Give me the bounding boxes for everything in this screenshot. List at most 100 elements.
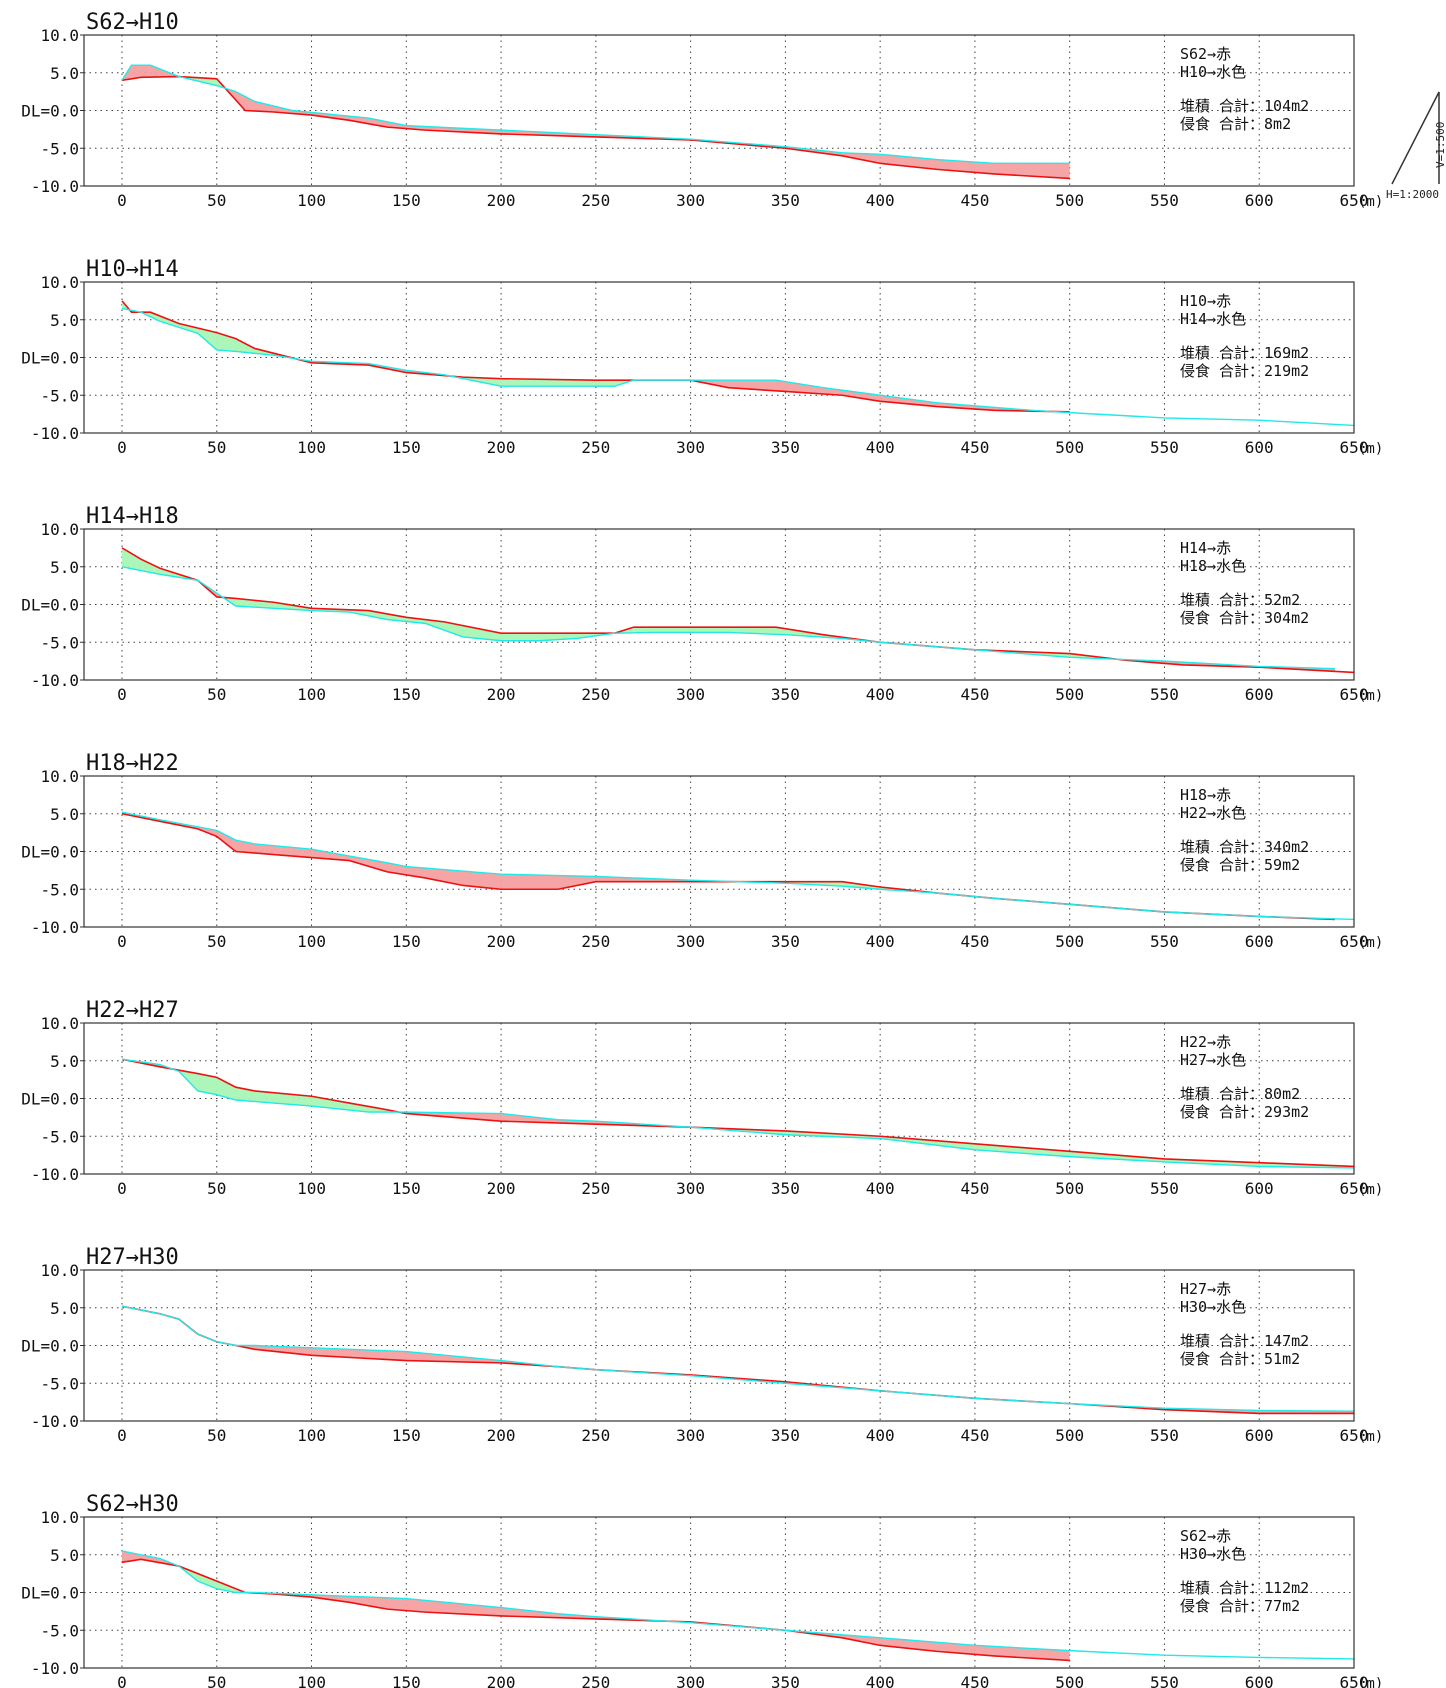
summary-entry: 堆積 合計：147m2 bbox=[1180, 1332, 1309, 1350]
y-tick-label: 5.0 bbox=[50, 805, 79, 824]
x-tick-label: 0 bbox=[117, 1673, 127, 1688]
x-tick-label: 400 bbox=[866, 685, 895, 704]
x-tick-label: 100 bbox=[297, 1426, 326, 1445]
chart-panel: H14→H18 10.0 5.0 DL=0.0 -5.0 -10.0 0 50 100 150 20… bbox=[21, 504, 1383, 704]
summary-entry: 侵食 合計：8m2 bbox=[1180, 115, 1291, 133]
summary-entry: 侵食 合計：77m2 bbox=[1180, 1597, 1300, 1615]
chart-panel: H10→H14 10.0 5.0 DL=0.0 -5.0 -10.0 0 50 100 150 20… bbox=[21, 257, 1383, 457]
y-tick-label: -10.0 bbox=[31, 1659, 79, 1678]
x-tick-label: 550 bbox=[1150, 1426, 1179, 1445]
x-tick-label: 400 bbox=[866, 932, 895, 951]
panel-title: H22→H27 bbox=[86, 998, 179, 1023]
x-tick-label: 550 bbox=[1150, 191, 1179, 210]
x-unit-label: (m) bbox=[1358, 688, 1383, 704]
deposition-area bbox=[937, 893, 1336, 920]
y-tick-label: -10.0 bbox=[31, 671, 79, 690]
erosion-area bbox=[739, 881, 938, 894]
x-tick-label: 100 bbox=[297, 191, 326, 210]
x-tick-label: 200 bbox=[487, 1179, 516, 1198]
x-tick-label: 200 bbox=[487, 191, 516, 210]
y-tick-label: -10.0 bbox=[31, 1165, 79, 1184]
summary-entry: 堆積 合計：340m2 bbox=[1180, 838, 1309, 856]
x-tick-label: 0 bbox=[117, 191, 127, 210]
summary-entry: 侵食 合計：59m2 bbox=[1180, 856, 1300, 874]
summary-entry: 侵食 合計：293m2 bbox=[1180, 1103, 1309, 1121]
legend-entry: H27→赤 bbox=[1180, 1280, 1231, 1298]
series-line-after bbox=[121, 64, 1070, 165]
legend-entry: H22→赤 bbox=[1180, 1033, 1231, 1051]
series-line-before bbox=[121, 1305, 1354, 1415]
x-tick-label: 650 bbox=[1340, 438, 1369, 457]
x-tick-label: 400 bbox=[866, 1179, 895, 1198]
x-tick-label: 450 bbox=[960, 1426, 989, 1445]
x-unit-label: (m) bbox=[1358, 1429, 1383, 1445]
x-tick-label: 500 bbox=[1055, 438, 1084, 457]
x-tick-label: 350 bbox=[771, 191, 800, 210]
x-unit-label: (m) bbox=[1358, 1676, 1383, 1688]
panel-title: S62→H30 bbox=[86, 1492, 179, 1517]
x-tick-label: 200 bbox=[487, 1426, 516, 1445]
x-tick-label: 50 bbox=[207, 1179, 226, 1198]
y-tick-label: DL=0.0 bbox=[21, 102, 79, 121]
x-tick-label: 200 bbox=[487, 438, 516, 457]
summary-entry: 侵食 合計：304m2 bbox=[1180, 609, 1309, 627]
summary-entry: 堆積 合計：80m2 bbox=[1180, 1085, 1300, 1103]
erosion-area bbox=[142, 312, 297, 359]
x-tick-label: 400 bbox=[866, 191, 895, 210]
x-tick-label: 400 bbox=[866, 438, 895, 457]
chart-panel: H18→H22 10.0 5.0 DL=0.0 -5.0 -10.0 0 50 100 150 20… bbox=[21, 751, 1383, 951]
x-tick-label: 50 bbox=[207, 191, 226, 210]
legend-entry: H14→水色 bbox=[1180, 310, 1246, 328]
y-tick-label: 10.0 bbox=[40, 1508, 79, 1527]
scale-triangle: H=1:2000 V=1:500 bbox=[1386, 91, 1446, 201]
legend-entry: H14→赤 bbox=[1180, 539, 1231, 557]
erosion-area bbox=[616, 627, 881, 643]
x-tick-label: 650 bbox=[1340, 1426, 1369, 1445]
x-tick-label: 350 bbox=[771, 932, 800, 951]
y-tick-label: 5.0 bbox=[50, 311, 79, 330]
legend-entry: H27→水色 bbox=[1180, 1051, 1246, 1069]
y-tick-label: DL=0.0 bbox=[21, 349, 79, 368]
x-tick-label: 350 bbox=[771, 1426, 800, 1445]
panel-title: H27→H30 bbox=[86, 1245, 179, 1270]
y-tick-label: -10.0 bbox=[31, 424, 79, 443]
chart-panel: S62→H10 10.0 5.0 DL=0.0 -5.0 -10.0 0 50 100 150 20… bbox=[21, 10, 1383, 210]
deposition-area bbox=[226, 88, 1070, 179]
scale-triangle-shape bbox=[1391, 91, 1440, 185]
x-tick-label: 550 bbox=[1150, 932, 1179, 951]
legend-entry: H18→赤 bbox=[1180, 786, 1231, 804]
x-tick-label: 300 bbox=[676, 191, 705, 210]
x-tick-label: 150 bbox=[392, 191, 421, 210]
x-tick-label: 650 bbox=[1340, 685, 1369, 704]
x-tick-label: 250 bbox=[581, 1426, 610, 1445]
summary-entry: 堆積 合計：104m2 bbox=[1180, 97, 1309, 115]
summary-entry: 堆積 合計：112m2 bbox=[1180, 1579, 1309, 1597]
x-tick-label: 450 bbox=[960, 438, 989, 457]
x-tick-label: 550 bbox=[1150, 685, 1179, 704]
chart-panel: H22→H27 10.0 5.0 DL=0.0 -5.0 -10.0 0 50 100 150 20… bbox=[21, 998, 1383, 1198]
y-tick-label: DL=0.0 bbox=[21, 596, 79, 615]
deposition-area bbox=[398, 1112, 693, 1128]
y-tick-label: DL=0.0 bbox=[21, 843, 79, 862]
x-tick-label: 150 bbox=[392, 1179, 421, 1198]
x-unit-label: (m) bbox=[1358, 441, 1383, 457]
x-tick-label: 250 bbox=[581, 932, 610, 951]
x-tick-label: 400 bbox=[866, 1426, 895, 1445]
y-tick-label: -5.0 bbox=[40, 139, 79, 158]
x-tick-label: 350 bbox=[771, 1179, 800, 1198]
x-tick-label: 650 bbox=[1340, 1179, 1369, 1198]
panel-title: S62→H10 bbox=[86, 10, 179, 35]
x-tick-label: 450 bbox=[960, 932, 989, 951]
series-line-after bbox=[121, 1305, 1355, 1412]
x-tick-label: 500 bbox=[1055, 1673, 1084, 1688]
series-line-before bbox=[121, 300, 1070, 413]
erosion-area bbox=[180, 76, 227, 90]
y-tick-label: DL=0.0 bbox=[21, 1584, 79, 1603]
chart-panel: H27→H30 10.0 5.0 DL=0.0 -5.0 -10.0 0 50 100 150 20… bbox=[21, 1245, 1383, 1445]
y-tick-label: -10.0 bbox=[31, 177, 79, 196]
series-line-after bbox=[121, 1550, 1355, 1660]
y-tick-label: 10.0 bbox=[40, 1261, 79, 1280]
chart-panel: S62→H30 10.0 5.0 DL=0.0 -5.0 -10.0 0 50 100 150 20… bbox=[21, 1492, 1383, 1688]
y-tick-label: 5.0 bbox=[50, 1299, 79, 1318]
y-tick-label: 10.0 bbox=[40, 26, 79, 45]
